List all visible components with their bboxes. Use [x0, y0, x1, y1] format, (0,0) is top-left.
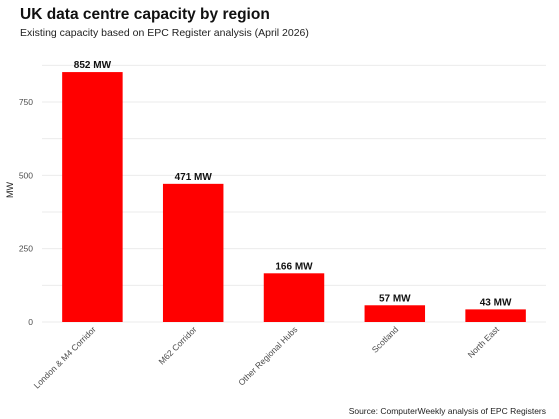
data-label: 471 MW: [175, 172, 213, 183]
bar: [162, 183, 224, 322]
bar: [364, 305, 426, 322]
x-tick-label: Other Regional Hubs: [236, 324, 299, 387]
source-note: Source: ComputerWeekly analysis of EPC R…: [348, 406, 546, 416]
bar: [62, 72, 123, 322]
data-label: 43 MW: [480, 297, 512, 308]
data-label: 852 MW: [74, 60, 112, 71]
x-axis-ticks: London & M4 Corridor M62 Corridor Other Re…: [32, 324, 502, 391]
y-tick-label: 750: [19, 97, 33, 107]
bar: [263, 273, 325, 322]
data-labels: 852 MW 471 MW 166 MW 57 MW 43 MW: [74, 60, 512, 308]
x-tick-label: North East: [466, 324, 502, 360]
data-label: 166 MW: [275, 261, 313, 272]
chart-title: UK data centre capacity by region: [20, 6, 270, 23]
grid-lines: [42, 64, 546, 323]
x-tick-label: M62 Corridor: [156, 324, 198, 366]
x-tick-label: Scotland: [370, 324, 401, 355]
y-tick-label: 0: [28, 317, 33, 327]
x-tick-label: London & M4 Corridor: [32, 324, 98, 390]
data-label: 57 MW: [379, 293, 411, 304]
bar: [465, 309, 526, 322]
bars: [62, 72, 526, 322]
y-axis-ticks: 0 250 500 750: [19, 97, 33, 327]
y-tick-label: 500: [19, 170, 33, 180]
y-axis-label: MW: [5, 182, 15, 198]
chart-subtitle: Existing capacity based on EPC Register …: [20, 27, 309, 39]
y-tick-label: 250: [19, 244, 33, 254]
